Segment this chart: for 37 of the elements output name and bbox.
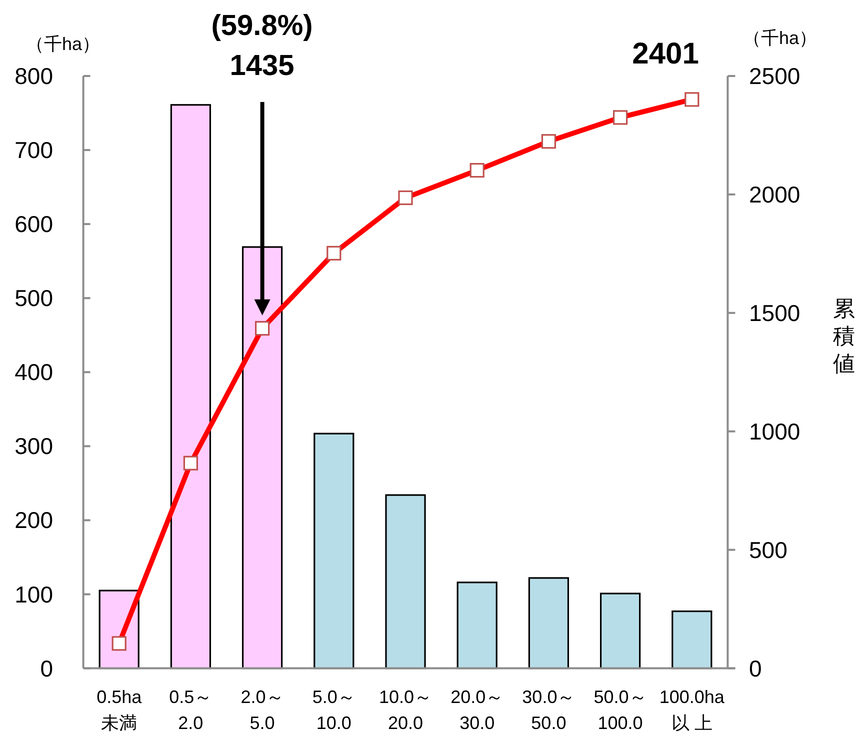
bar bbox=[242, 246, 283, 670]
bar bbox=[672, 610, 712, 670]
y-tick-label: 100 bbox=[14, 581, 53, 608]
y2-tick-label: 1000 bbox=[749, 418, 800, 444]
y2-tick-label: 2000 bbox=[749, 181, 800, 208]
y-tick-label: 800 bbox=[14, 63, 53, 89]
bar bbox=[314, 432, 354, 670]
x-tick-label: 0.5ha 未満 bbox=[96, 687, 143, 733]
annotation: (59.8%) 1435 bbox=[211, 10, 313, 82]
x-tick-label: 100.0ha 以 上 bbox=[659, 687, 726, 733]
y-axis-title: （千ha） bbox=[26, 34, 100, 54]
x-tick-label: 0.5～ 2.0 bbox=[169, 687, 212, 733]
bar bbox=[456, 582, 498, 670]
x-tick-label: 10.0～ 20.0 bbox=[378, 687, 432, 733]
y2-axis-title: 累積値 bbox=[833, 296, 855, 376]
x-tick-label: 30.0～ 50.0 bbox=[522, 687, 576, 733]
data-label: 2401 bbox=[632, 37, 699, 70]
y2-tick-label: 0 bbox=[749, 655, 762, 682]
bar bbox=[385, 494, 426, 670]
y-tick-label: 600 bbox=[14, 211, 53, 238]
text: （千ha） bbox=[742, 28, 818, 48]
x-tick-label: 5.0～ 10.0 bbox=[312, 687, 356, 733]
y-tick-label: 400 bbox=[14, 359, 53, 386]
y2-tick-label: 2500 bbox=[749, 63, 800, 89]
y-tick-label: 300 bbox=[14, 433, 53, 460]
bar bbox=[528, 577, 570, 670]
x-tick-label: 20.0～ 30.0 bbox=[450, 687, 504, 733]
y-tick-label: 0 bbox=[40, 655, 53, 682]
y2-tick-label: 500 bbox=[749, 536, 788, 563]
x-tick-label: 2.0～ 5.0 bbox=[240, 687, 284, 733]
y-tick-label: 700 bbox=[14, 137, 53, 164]
bar bbox=[170, 104, 212, 670]
y-tick-label: 200 bbox=[14, 507, 53, 534]
x-tick-label: 50.0～ 100.0 bbox=[594, 687, 647, 733]
y2-tick-label: 1500 bbox=[749, 300, 800, 326]
bar bbox=[600, 592, 641, 670]
y-tick-label: 500 bbox=[14, 285, 53, 312]
